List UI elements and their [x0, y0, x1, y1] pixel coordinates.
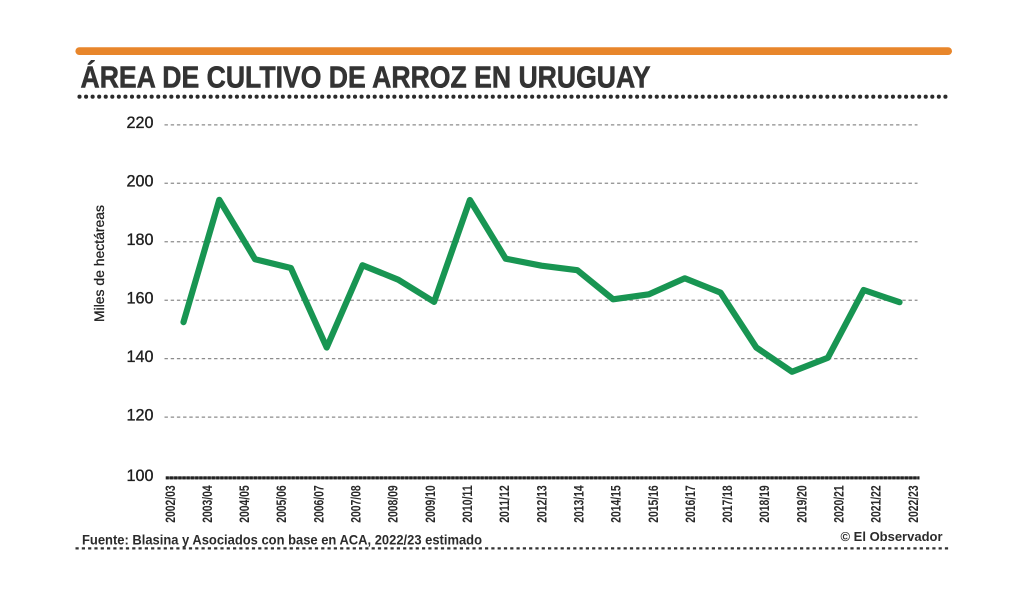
- svg-text:2022/23: 2022/23: [905, 485, 921, 523]
- svg-text:2018/19: 2018/19: [756, 485, 772, 523]
- svg-text:2005/06: 2005/06: [273, 485, 289, 523]
- svg-text:2008/09: 2008/09: [385, 485, 401, 523]
- svg-text:2015/16: 2015/16: [645, 485, 661, 523]
- svg-text:220: 220: [127, 113, 154, 132]
- svg-text:2014/15: 2014/15: [608, 485, 624, 523]
- svg-text:2002/03: 2002/03: [162, 485, 178, 523]
- svg-text:2019/20: 2019/20: [793, 485, 809, 523]
- svg-text:2009/10: 2009/10: [422, 485, 438, 523]
- svg-text:160: 160: [127, 289, 154, 308]
- svg-text:140: 140: [127, 347, 154, 366]
- svg-text:© El Observador: © El Observador: [841, 529, 943, 544]
- svg-text:2021/22: 2021/22: [868, 485, 884, 523]
- svg-text:120: 120: [127, 405, 154, 424]
- svg-text:Miles de hectáreas: Miles de hectáreas: [91, 205, 107, 322]
- svg-text:200: 200: [127, 172, 154, 191]
- svg-text:2012/13: 2012/13: [533, 485, 549, 523]
- svg-text:Fuente: Blasina y Asociados co: Fuente: Blasina y Asociados con base en …: [82, 532, 482, 548]
- svg-text:2013/14: 2013/14: [570, 485, 586, 523]
- svg-text:2004/05: 2004/05: [236, 485, 252, 523]
- svg-text:2007/08: 2007/08: [348, 485, 364, 523]
- svg-text:2010/11: 2010/11: [459, 485, 475, 523]
- svg-text:2016/17: 2016/17: [682, 485, 698, 523]
- svg-text:2011/12: 2011/12: [496, 485, 512, 523]
- svg-text:2020/21: 2020/21: [831, 485, 847, 523]
- svg-text:180: 180: [127, 230, 154, 249]
- svg-text:2006/07: 2006/07: [310, 485, 326, 523]
- svg-text:100: 100: [127, 466, 154, 485]
- svg-text:2017/18: 2017/18: [719, 485, 735, 523]
- svg-text:ÁREA DE CULTIVO DE ARROZ EN UR: ÁREA DE CULTIVO DE ARROZ EN URUGUAY: [81, 60, 651, 95]
- svg-text:2003/04: 2003/04: [199, 485, 215, 523]
